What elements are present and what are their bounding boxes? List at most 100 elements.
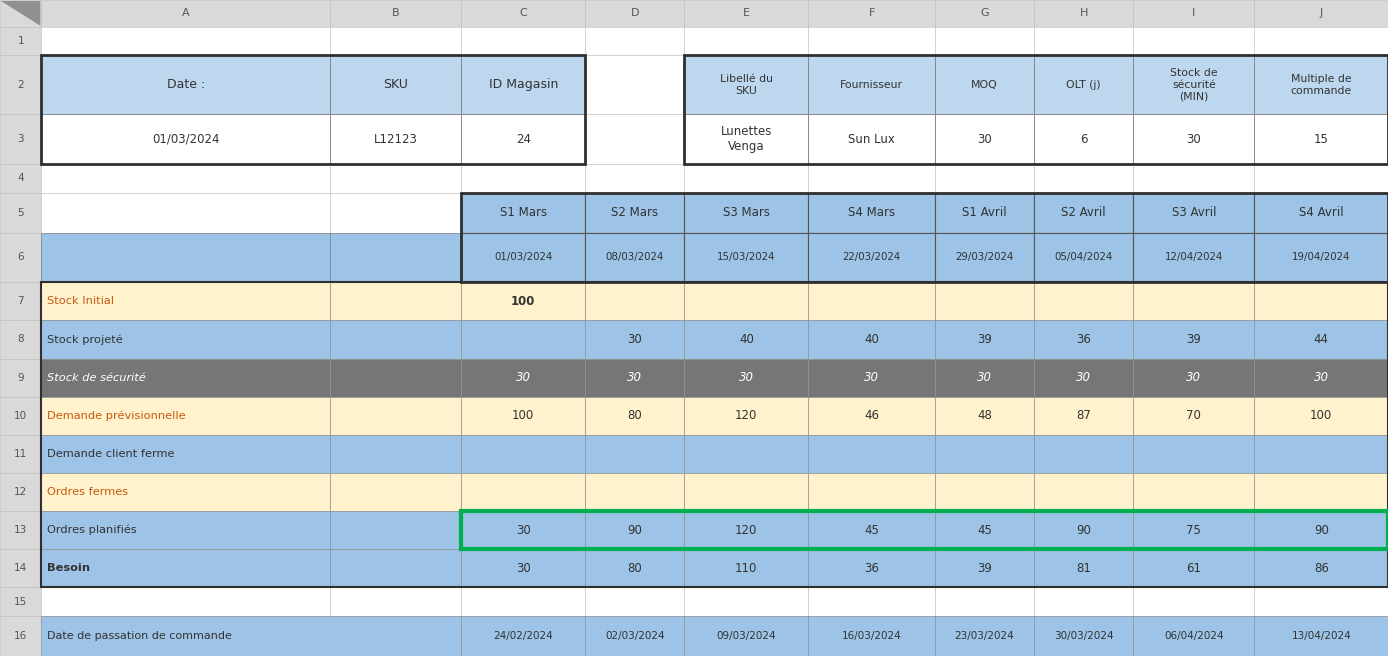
Bar — [1034, 193, 1133, 233]
Text: 29/03/2024: 29/03/2024 — [955, 253, 1013, 262]
Bar — [684, 511, 808, 549]
Text: 8: 8 — [17, 335, 24, 344]
Text: S2 Mars: S2 Mars — [611, 206, 658, 219]
Text: Libellé du
SKU: Libellé du SKU — [720, 74, 773, 96]
Bar — [1034, 473, 1133, 511]
Bar — [42, 114, 330, 164]
Bar — [0, 587, 42, 616]
Bar — [0, 0, 42, 27]
Text: 44: 44 — [1313, 333, 1328, 346]
Text: 09/03/2024: 09/03/2024 — [716, 631, 776, 641]
Bar — [0, 549, 42, 587]
Text: MOQ: MOQ — [972, 80, 998, 90]
Bar — [0, 359, 42, 397]
Bar — [461, 587, 586, 616]
Text: 30: 30 — [977, 371, 992, 384]
Text: 120: 120 — [736, 409, 758, 422]
Text: 40: 40 — [865, 333, 879, 346]
Text: 30: 30 — [627, 371, 643, 384]
Bar — [330, 114, 461, 164]
Bar — [936, 549, 1034, 587]
Bar — [1034, 359, 1133, 397]
Bar — [1255, 587, 1388, 616]
Text: 30: 30 — [516, 371, 530, 384]
Text: 45: 45 — [865, 523, 879, 537]
Text: 36: 36 — [865, 562, 879, 575]
Bar — [586, 616, 684, 656]
Bar — [461, 473, 586, 511]
Text: 39: 39 — [977, 333, 992, 346]
Text: 6: 6 — [1080, 133, 1087, 146]
Text: 4: 4 — [17, 173, 24, 183]
Bar — [42, 0, 330, 27]
Polygon shape — [1, 1, 40, 26]
Bar — [808, 397, 936, 435]
Bar — [1034, 164, 1133, 193]
Text: 12/04/2024: 12/04/2024 — [1165, 253, 1223, 262]
Text: 39: 39 — [977, 562, 992, 575]
Bar — [461, 511, 1388, 549]
Text: 13: 13 — [14, 525, 28, 535]
Bar — [330, 435, 461, 473]
Bar — [684, 233, 808, 282]
Bar — [684, 193, 808, 233]
Text: B: B — [391, 9, 400, 18]
Text: 30: 30 — [516, 562, 530, 575]
Bar — [1255, 233, 1388, 282]
Text: D: D — [630, 9, 638, 18]
Bar — [684, 359, 808, 397]
Text: 30: 30 — [1313, 371, 1328, 384]
Bar — [461, 616, 586, 656]
Bar — [684, 55, 1388, 164]
Bar — [1034, 511, 1133, 549]
Bar — [330, 397, 461, 435]
Text: 90: 90 — [1314, 523, 1328, 537]
Text: 70: 70 — [1187, 409, 1201, 422]
Text: Ordres planifiés: Ordres planifiés — [47, 525, 137, 535]
Bar — [586, 0, 684, 27]
Bar — [42, 27, 330, 55]
Text: H: H — [1080, 9, 1088, 18]
Bar — [684, 27, 808, 55]
Text: 19/04/2024: 19/04/2024 — [1292, 253, 1351, 262]
Text: 36: 36 — [1076, 333, 1091, 346]
Text: 24/02/2024: 24/02/2024 — [493, 631, 554, 641]
Text: 90: 90 — [627, 523, 643, 537]
Bar — [1255, 397, 1388, 435]
Text: S2 Avril: S2 Avril — [1062, 206, 1106, 219]
Bar — [586, 233, 684, 282]
Text: L12123: L12123 — [373, 133, 418, 146]
Text: 08/03/2024: 08/03/2024 — [605, 253, 663, 262]
Bar — [461, 193, 1388, 282]
Bar — [330, 320, 461, 359]
Bar — [1133, 616, 1255, 656]
Bar — [808, 55, 936, 114]
Bar — [0, 397, 42, 435]
Bar — [936, 193, 1034, 233]
Text: A: A — [182, 9, 190, 18]
Bar — [0, 282, 42, 320]
Bar — [936, 616, 1034, 656]
Bar — [1133, 320, 1255, 359]
Bar — [461, 282, 586, 320]
Text: 15/03/2024: 15/03/2024 — [718, 253, 776, 262]
Bar — [1034, 320, 1133, 359]
Bar — [936, 0, 1034, 27]
Text: 46: 46 — [865, 409, 879, 422]
Text: 2: 2 — [17, 80, 24, 90]
Text: 100: 100 — [1310, 409, 1332, 422]
Bar — [330, 27, 461, 55]
Bar — [42, 282, 330, 320]
Text: 16: 16 — [14, 631, 28, 641]
Text: 80: 80 — [627, 562, 643, 575]
Bar — [936, 27, 1034, 55]
Bar — [1133, 587, 1255, 616]
Bar — [1255, 359, 1388, 397]
Bar — [42, 55, 330, 114]
Text: 5: 5 — [17, 208, 24, 218]
Bar — [1255, 114, 1388, 164]
Bar — [42, 193, 330, 233]
Bar — [1133, 549, 1255, 587]
Bar — [461, 359, 586, 397]
Bar — [1133, 435, 1255, 473]
